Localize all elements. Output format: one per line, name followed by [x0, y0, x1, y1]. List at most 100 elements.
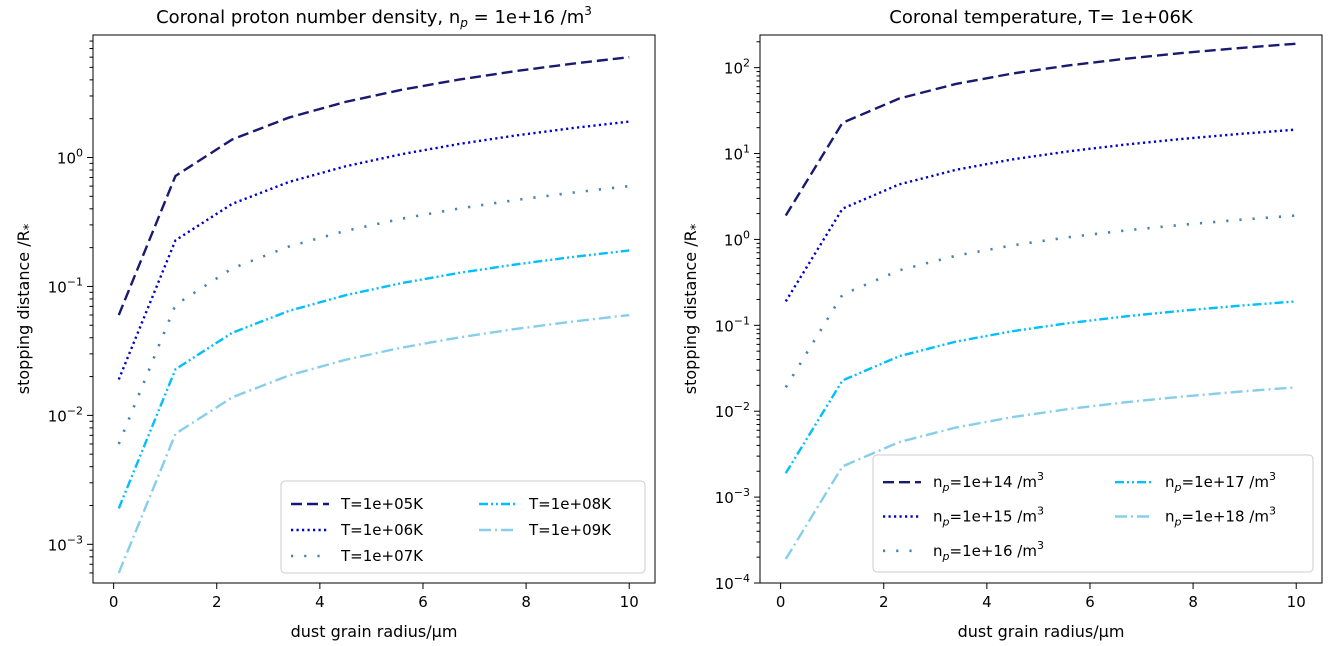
y-tick-base: 10: [715, 489, 734, 507]
y-axis-label: stopping distance /R*: [14, 223, 37, 394]
x-axis: 0 2 4 6 8 10: [109, 583, 639, 611]
y-tick-base: 10: [724, 231, 743, 249]
x-tick-label: 2: [212, 593, 222, 611]
y-tick-label: 10−3: [715, 486, 750, 507]
x-tick-label: 0: [109, 593, 119, 611]
legend: T=1e+05K T=1e+06K T=1e+07K T=1e+08K T=1e+09K: [280, 480, 646, 574]
series-lines: [784, 42, 1297, 560]
y-axis-label: stopping distance /R*: [681, 223, 704, 394]
series-line-5: [117, 313, 630, 574]
x-tick-label: 10: [620, 593, 639, 611]
title-text: = 1e+16 /m: [468, 7, 584, 28]
x-axis: 0 2 4 6 8 10: [776, 583, 1306, 611]
legend-subscript: p: [942, 516, 950, 529]
y-tick-base: 10: [724, 146, 743, 164]
series-lines: [117, 55, 630, 574]
legend-superscript: 3: [1037, 505, 1044, 518]
y-tick-label: 10−3: [48, 533, 83, 554]
legend-superscript: 3: [1269, 505, 1276, 518]
legend-label-2: T=1e+06K: [340, 521, 424, 539]
y-label-text: stopping distance /R: [14, 230, 33, 394]
series-line-3: [784, 214, 1297, 388]
y-tick-label: 10−4: [715, 572, 750, 593]
legend-box: [280, 480, 646, 574]
y-tick-exponent: −3: [67, 533, 83, 546]
chart-title: Coronal temperature, T= 1e+06K: [889, 7, 1194, 28]
y-tick-exponent: 0: [76, 146, 83, 159]
x-tick-label: 2: [879, 593, 889, 611]
x-tick-label: 0: [776, 593, 786, 611]
y-tick-label: 10−2: [48, 404, 83, 425]
x-tick-label: 8: [1188, 593, 1198, 611]
legend-text: T=1e+06K: [340, 521, 424, 539]
legend-label-2: np=1e+15 /m3: [933, 505, 1044, 529]
x-axis-label: dust grain radius/μm: [958, 622, 1125, 641]
y-tick-base: 10: [724, 60, 743, 78]
plot-frame: [759, 34, 1323, 584]
y-tick-base: 10: [57, 149, 76, 167]
series-line-1: [117, 55, 630, 316]
title-subscript: p: [459, 16, 468, 30]
series-line-3: [117, 184, 630, 445]
series-line-4: [784, 300, 1297, 474]
y-tick-exponent: −4: [734, 572, 750, 585]
legend-label-3: T=1e+07K: [340, 547, 424, 565]
legend-text: n: [933, 473, 943, 491]
series-line-2: [117, 120, 630, 380]
legend-label-5: np=1e+18 /m3: [1165, 505, 1276, 529]
y-tick-label: 100: [724, 228, 750, 249]
legend-text: =1e+17 /m: [1182, 473, 1269, 491]
legend-superscript: 3: [1037, 539, 1044, 552]
y-label-subscript: *: [22, 223, 37, 230]
legend-text: T=1e+08K: [528, 495, 612, 513]
legend-text: =1e+16 /m: [950, 542, 1037, 560]
y-tick-base: 10: [715, 575, 734, 593]
y-label-text: stopping distance /R: [681, 230, 700, 394]
y-tick-exponent: −2: [734, 400, 750, 413]
legend-superscript: 3: [1037, 470, 1044, 483]
legend-text: =1e+18 /m: [1182, 508, 1269, 526]
legend-text: =1e+15 /m: [950, 508, 1037, 526]
legend-label-1: T=1e+05K: [340, 495, 424, 513]
legend-subscript: p: [1174, 481, 1182, 494]
legend-subscript: p: [1174, 516, 1182, 529]
legend-text: n: [1165, 473, 1175, 491]
series-line-4: [117, 249, 630, 509]
y-tick-label: 101: [724, 143, 750, 164]
title-text: Coronal proton number density, n: [156, 7, 460, 28]
y-tick-exponent: −2: [67, 404, 83, 417]
y-tick-label: 10−1: [48, 275, 83, 296]
title-superscript: 3: [584, 4, 592, 18]
legend-text: T=1e+09K: [528, 521, 612, 539]
y-tick-exponent: 0: [743, 228, 750, 241]
y-tick-base: 10: [48, 536, 67, 554]
y-tick-base: 10: [48, 407, 67, 425]
y-tick-base: 10: [715, 317, 734, 335]
legend-label-4: np=1e+17 /m3: [1165, 470, 1276, 494]
x-tick-label: 4: [982, 593, 992, 611]
legend-text: n: [933, 508, 943, 526]
legend-box: [872, 454, 1314, 573]
y-tick-label: 10−1: [715, 314, 750, 335]
y-tick-label: 100: [57, 146, 83, 167]
chart-panel-2: 0 2 4 6 8 1010−410−310−210−1100101102Coronal …: [681, 7, 1323, 641]
y-label-subscript: *: [689, 223, 704, 230]
legend-text: T=1e+07K: [340, 547, 424, 565]
title-text: Coronal temperature, T= 1e+06K: [889, 7, 1194, 28]
legend-label-5: T=1e+09K: [528, 521, 612, 539]
y-tick-exponent: 2: [743, 57, 750, 70]
legend-superscript: 3: [1269, 470, 1276, 483]
legend-text: T=1e+05K: [340, 495, 424, 513]
y-tick-exponent: −3: [734, 486, 750, 499]
legend-label-4: T=1e+08K: [528, 495, 612, 513]
legend-label-3: np=1e+16 /m3: [933, 539, 1044, 563]
y-tick-label: 102: [724, 57, 750, 78]
legend-subscript: p: [942, 550, 950, 563]
series-line-2: [784, 128, 1297, 303]
legend-subscript: p: [942, 481, 950, 494]
y-tick-exponent: −1: [67, 275, 83, 288]
y-tick-exponent: 1: [743, 143, 750, 156]
